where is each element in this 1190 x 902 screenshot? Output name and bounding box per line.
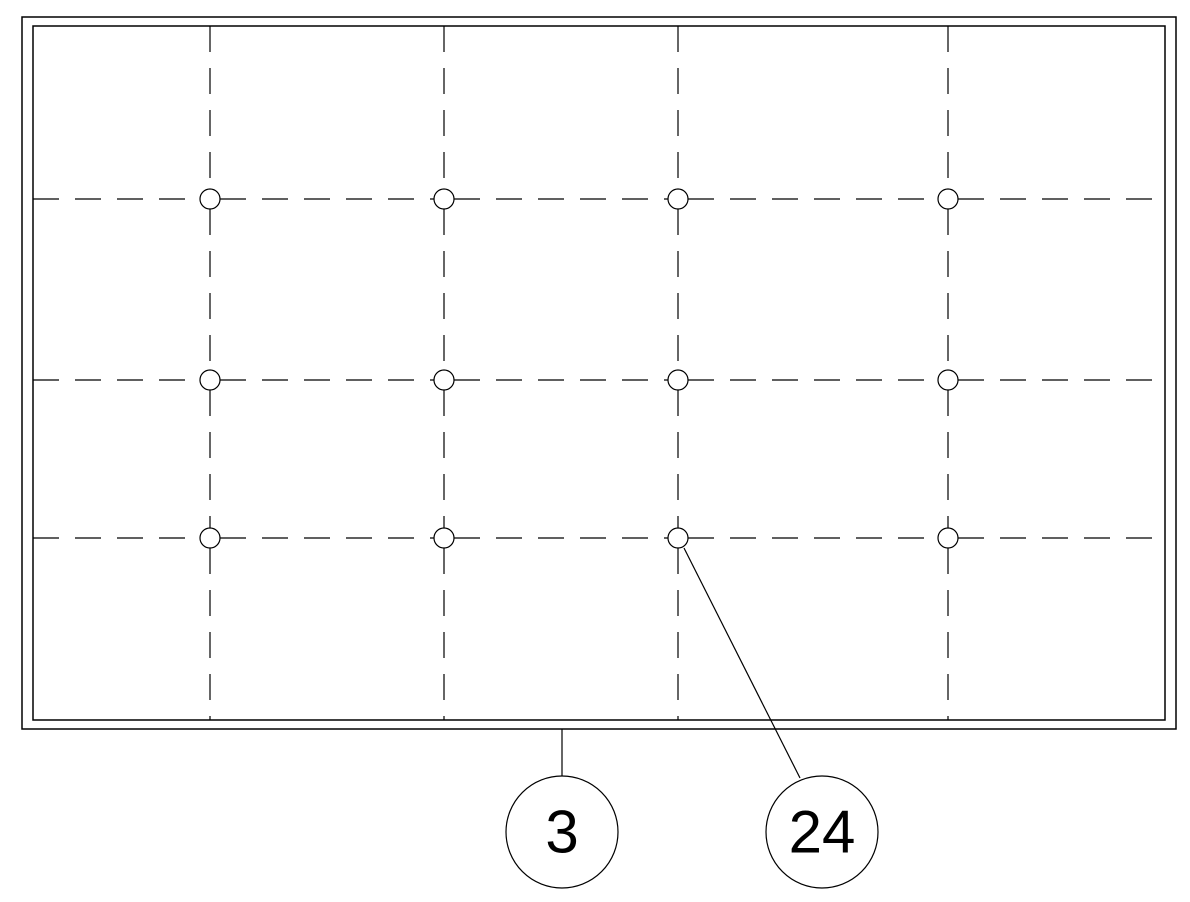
diagram-svg: 3 24 <box>0 0 1190 902</box>
grid-node <box>668 528 688 548</box>
grid-node <box>434 528 454 548</box>
grid-node <box>200 528 220 548</box>
grid-node <box>434 370 454 390</box>
grid-node <box>200 189 220 209</box>
grid-node <box>668 370 688 390</box>
callout-label: 3 <box>545 799 578 866</box>
grid-node <box>938 370 958 390</box>
grid-node <box>938 528 958 548</box>
grid-node <box>668 189 688 209</box>
callout-label: 24 <box>789 799 856 866</box>
grid-node <box>434 189 454 209</box>
technical-diagram: 3 24 <box>0 0 1190 902</box>
grid-node <box>200 370 220 390</box>
callout-leader <box>684 548 800 778</box>
grid-node <box>938 189 958 209</box>
outer-frame <box>22 17 1176 729</box>
